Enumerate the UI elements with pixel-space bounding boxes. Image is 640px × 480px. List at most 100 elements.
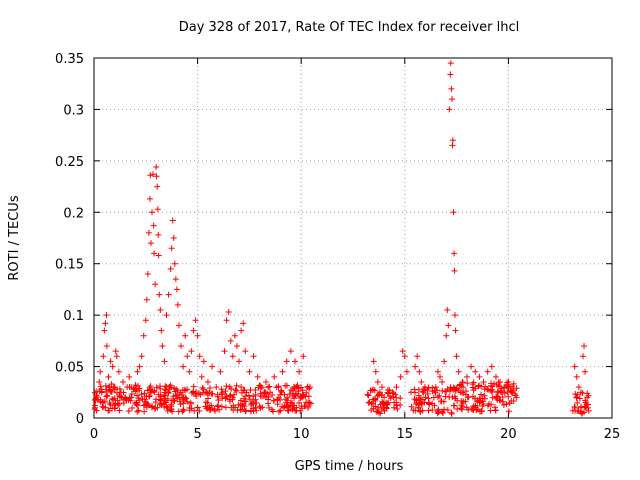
data-point: [155, 252, 162, 259]
data-point: [294, 382, 301, 389]
data-point: [239, 403, 246, 410]
data-point: [569, 407, 576, 414]
data-point: [144, 400, 151, 407]
data-point: [242, 408, 249, 415]
data-point: [147, 172, 154, 179]
data-point: [452, 327, 459, 334]
data-point: [176, 398, 183, 405]
data-point: [165, 291, 172, 298]
data-point: [103, 343, 110, 349]
data-point: [292, 407, 299, 414]
data-point: [501, 384, 508, 391]
data-point: [376, 389, 383, 396]
data-point: [287, 399, 294, 406]
data-point: [446, 106, 453, 113]
data-point: [229, 394, 236, 401]
data-point: [154, 206, 161, 213]
data-point: [459, 403, 466, 410]
data-point: [289, 390, 296, 397]
data-point: [271, 373, 278, 380]
data-point: [470, 406, 477, 413]
data-point: [200, 386, 207, 393]
data-point: [585, 407, 592, 414]
data-point: [112, 348, 119, 355]
data-point: [221, 348, 228, 355]
data-point: [109, 363, 116, 370]
data-point: [509, 389, 516, 396]
data-point: [449, 96, 456, 103]
data-point: [188, 389, 195, 396]
data-point: [245, 392, 252, 399]
y-tick-label: 0.1: [63, 309, 84, 324]
data-point: [268, 406, 275, 413]
data-point: [451, 250, 458, 257]
data-point: [290, 383, 297, 390]
data-point: [415, 386, 422, 393]
data-point: [153, 384, 160, 391]
data-point: [468, 363, 475, 370]
data-point: [489, 394, 496, 401]
data-point: [222, 394, 229, 401]
data-point: [465, 406, 472, 413]
data-point: [112, 401, 119, 408]
data-point: [109, 405, 116, 412]
data-point: [134, 368, 141, 375]
data-point: [419, 388, 426, 395]
data-point: [145, 229, 152, 236]
data-point: [230, 402, 237, 409]
data-point: [111, 395, 118, 402]
data-point: [377, 410, 384, 417]
data-point: [298, 384, 305, 391]
data-point: [577, 404, 584, 411]
data-point: [476, 382, 483, 389]
data-point: [238, 406, 245, 413]
data-point: [476, 397, 483, 404]
data-point: [439, 379, 446, 385]
data-point: [254, 373, 261, 380]
data-point: [295, 385, 302, 392]
data-point: [289, 406, 296, 413]
data-point: [463, 404, 470, 411]
data-point: [134, 392, 141, 399]
data-point: [505, 379, 512, 385]
x-tick-label: 25: [604, 427, 621, 442]
data-point: [169, 217, 176, 224]
data-point: [246, 368, 253, 375]
data-point: [146, 195, 153, 202]
data-point: [152, 404, 159, 411]
data-point: [390, 394, 397, 401]
data-point: [453, 353, 460, 360]
data-point: [139, 396, 146, 403]
data-point: [575, 407, 582, 414]
data-point: [287, 348, 294, 355]
data-point: [222, 404, 229, 411]
y-tick-label: 0.25: [55, 155, 84, 170]
data-point: [241, 387, 248, 394]
data-point: [399, 348, 406, 355]
data-point: [487, 387, 494, 394]
data-point: [158, 400, 165, 407]
data-point: [372, 395, 379, 402]
data-point: [136, 385, 143, 392]
data-point: [196, 353, 203, 360]
data-point: [470, 379, 477, 386]
data-point: [476, 373, 483, 380]
data-point: [481, 395, 488, 402]
data-point: [108, 381, 115, 388]
data-point: [448, 410, 455, 417]
data-point: [481, 386, 488, 393]
data-point: [260, 393, 267, 400]
data-point: [231, 332, 238, 339]
data-point: [365, 392, 372, 399]
data-point: [300, 353, 307, 360]
data-point: [458, 382, 465, 389]
data-point: [196, 407, 203, 414]
data-point: [499, 394, 506, 401]
data-point: [247, 408, 254, 415]
data-point: [426, 401, 433, 408]
data-point: [443, 332, 450, 339]
y-tick-labels: 0 0.05 0.1 0.15 0.2 0.25 0.3 0.35: [55, 52, 84, 427]
data-point: [151, 388, 158, 395]
data-point: [149, 209, 156, 216]
